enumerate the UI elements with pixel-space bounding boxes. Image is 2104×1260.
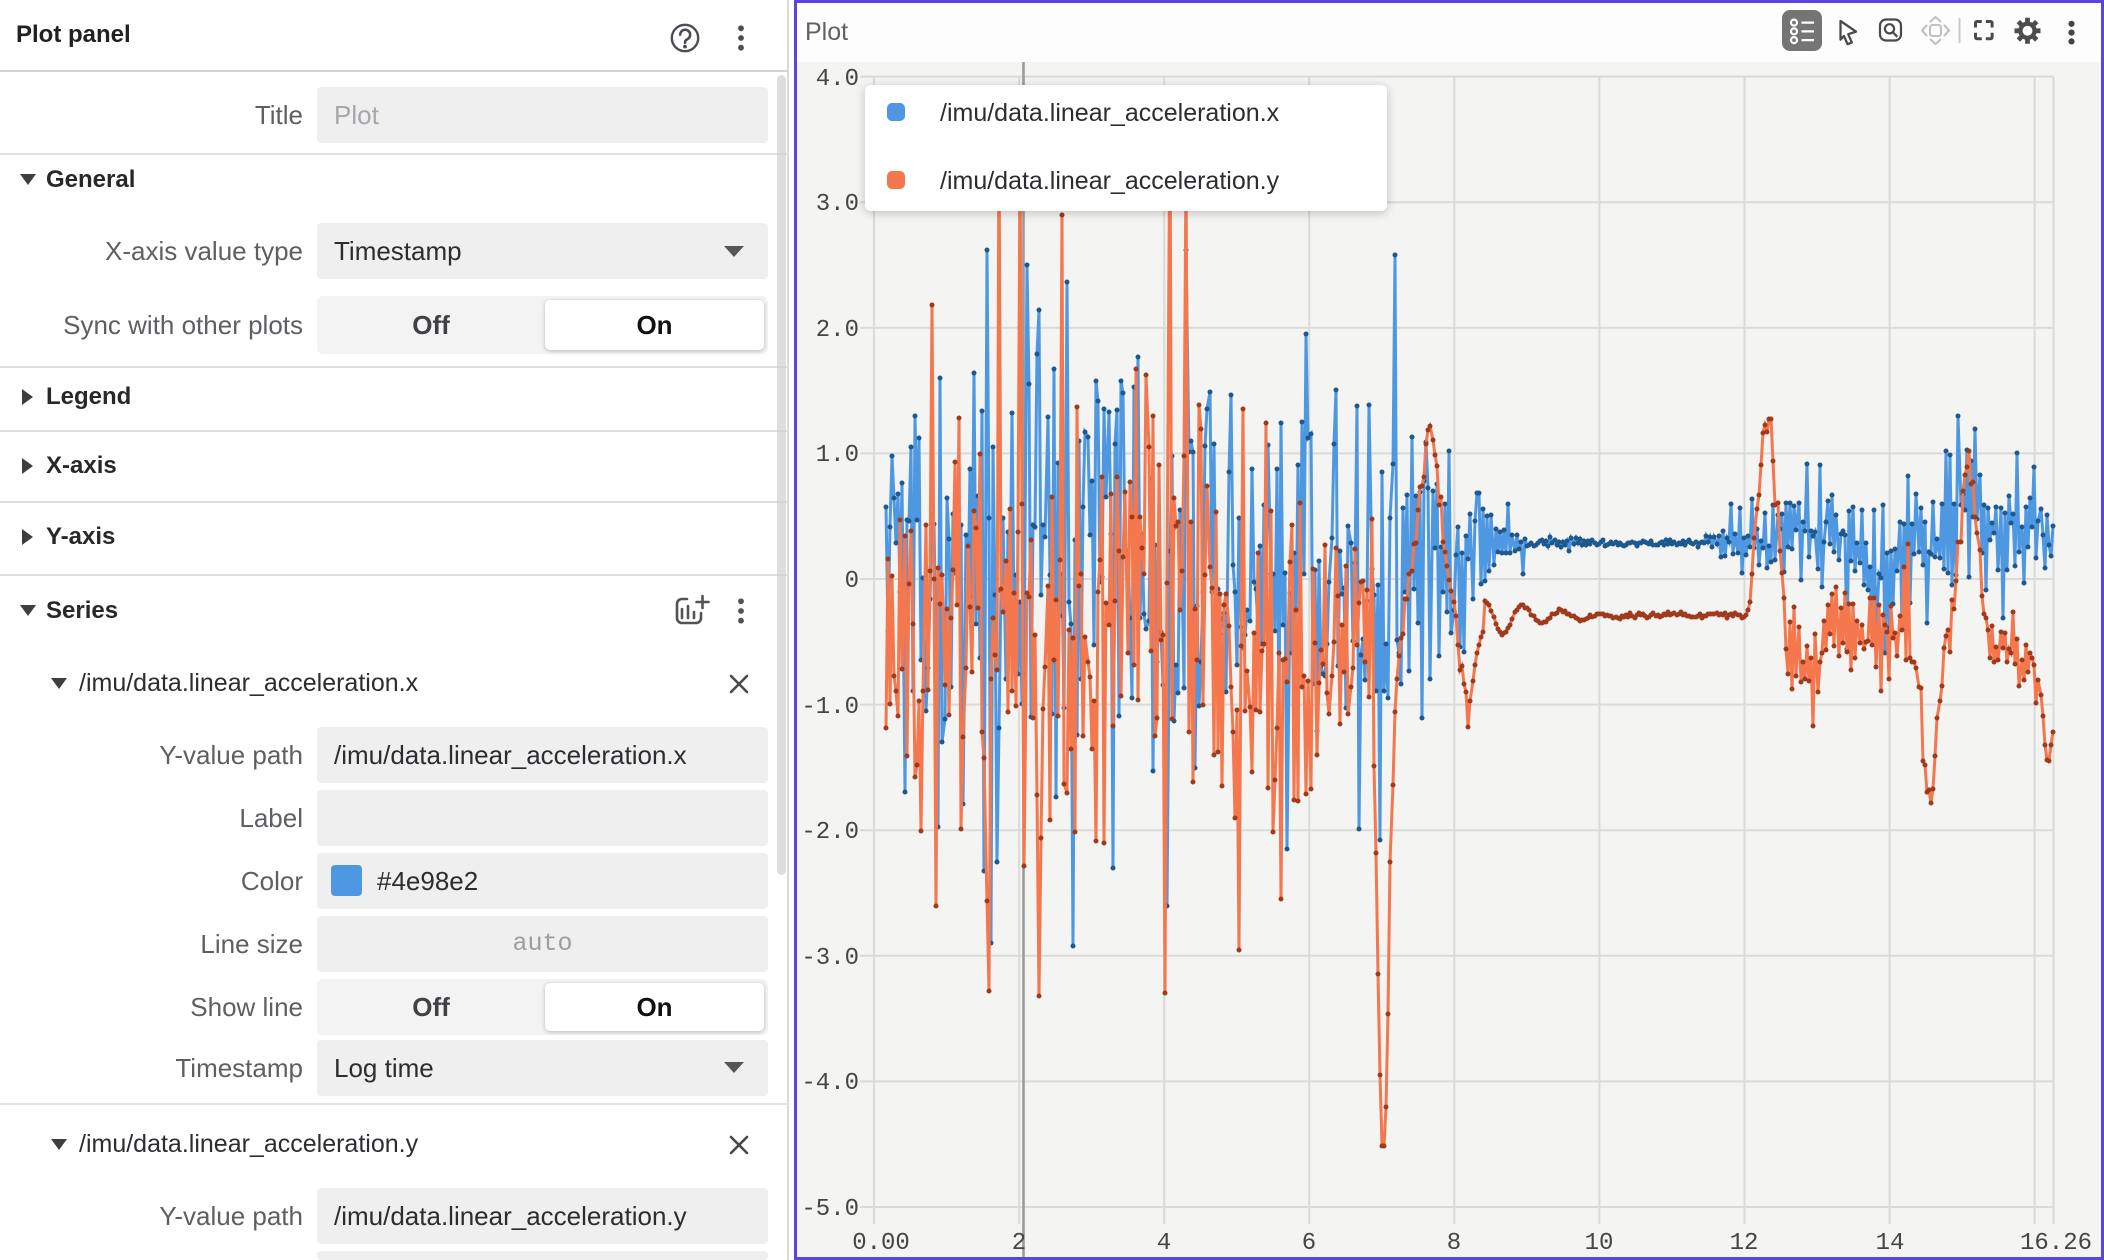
svg-text:0: 0 [845, 568, 859, 595]
svg-text:1.0: 1.0 [816, 442, 859, 469]
svg-text:10: 10 [1585, 1230, 1614, 1257]
svg-text:12: 12 [1730, 1230, 1759, 1257]
svg-text:14: 14 [1876, 1230, 1905, 1257]
svg-text:16.26: 16.26 [2020, 1230, 2092, 1257]
svg-text:2: 2 [1012, 1230, 1026, 1257]
svg-text:2.0: 2.0 [816, 317, 859, 344]
svg-text:4.0: 4.0 [816, 66, 859, 93]
svg-text:4: 4 [1157, 1230, 1171, 1257]
svg-text:6: 6 [1302, 1230, 1316, 1257]
svg-text:-4.0: -4.0 [801, 1070, 859, 1097]
svg-text:-1.0: -1.0 [801, 694, 859, 721]
svg-text:3.0: 3.0 [816, 191, 859, 218]
svg-text:0.00: 0.00 [852, 1230, 910, 1257]
svg-text:8: 8 [1447, 1230, 1461, 1257]
svg-text:-3.0: -3.0 [801, 945, 859, 972]
svg-text:-5.0: -5.0 [801, 1196, 859, 1223]
svg-text:Plot: Plot [805, 18, 848, 46]
svg-text:-2.0: -2.0 [801, 819, 859, 846]
